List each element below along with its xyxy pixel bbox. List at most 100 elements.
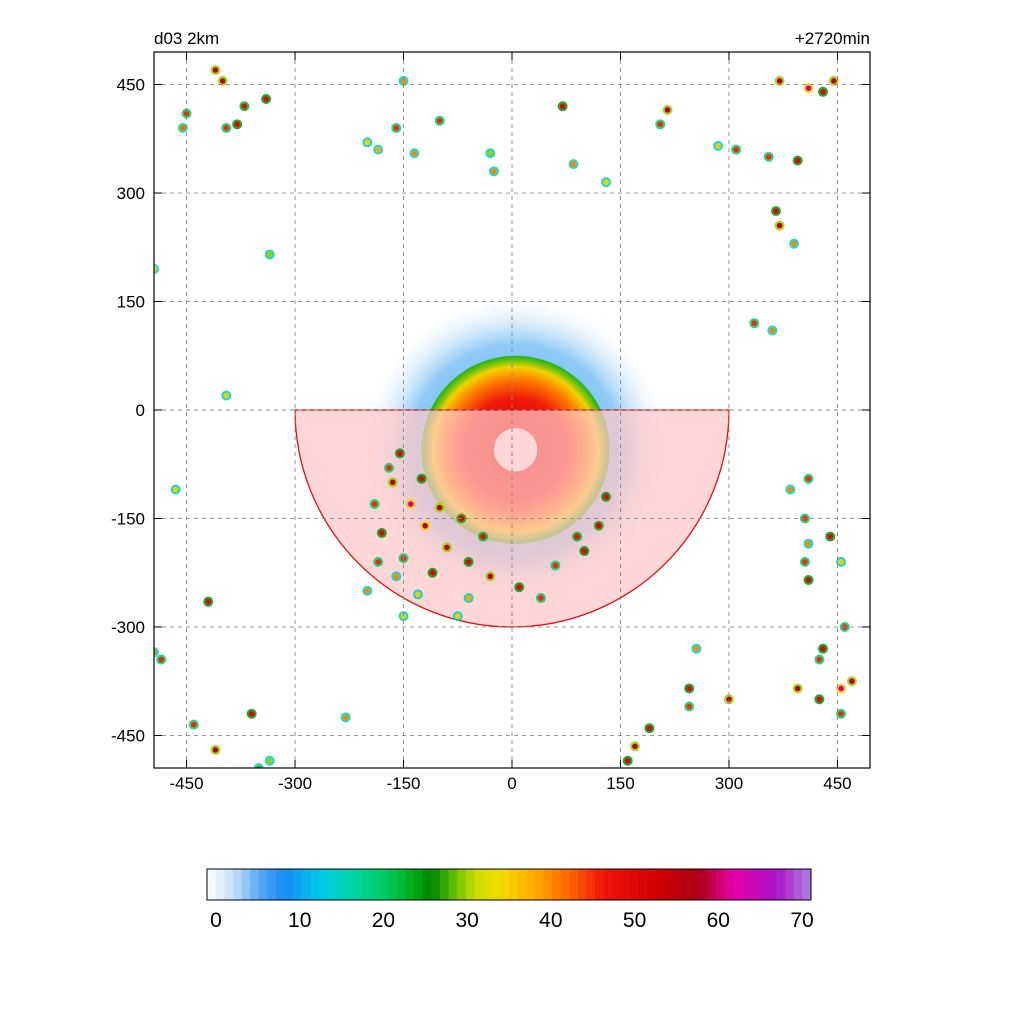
convective-cell-core bbox=[172, 486, 179, 493]
convective-cell-core bbox=[487, 573, 494, 580]
convective-cell-core bbox=[444, 544, 450, 551]
x-tick-label: 150 bbox=[606, 774, 634, 793]
convective-cell-core bbox=[603, 179, 609, 185]
colorbar-swatch bbox=[759, 869, 769, 900]
convective-cell-core bbox=[776, 78, 783, 84]
colorbar-swatch bbox=[431, 869, 441, 900]
colorbar-swatch bbox=[767, 869, 778, 900]
colorbar-swatch bbox=[543, 869, 553, 900]
convective-cell-core bbox=[234, 121, 240, 128]
y-tick-label: 0 bbox=[136, 401, 145, 420]
colorbar-swatch bbox=[345, 869, 355, 900]
convective-cell-core bbox=[436, 117, 443, 124]
domain-resolution-label: d03 2km bbox=[154, 29, 219, 48]
colorbar-swatch bbox=[595, 869, 605, 900]
colorbar-tick-label: 20 bbox=[372, 909, 395, 932]
convective-cell-core bbox=[733, 146, 740, 153]
colorbar-swatch bbox=[414, 869, 424, 900]
convective-cell-core bbox=[686, 685, 692, 692]
convective-cell-core bbox=[248, 710, 255, 717]
convective-cell-core bbox=[212, 747, 219, 753]
convective-cell-core bbox=[595, 522, 602, 529]
colorbar-swatch bbox=[612, 869, 622, 900]
convective-cell-core bbox=[263, 96, 269, 102]
convective-cell-core bbox=[375, 559, 382, 565]
axes: -450 -300 -150 0 150 300 450 450 300 150 0 -150 -300… bbox=[111, 52, 870, 793]
convective-cell-core bbox=[411, 150, 418, 157]
convective-cell-core bbox=[751, 320, 758, 327]
y-tick-label: -450 bbox=[111, 726, 145, 745]
y-tick-label: 450 bbox=[117, 76, 145, 95]
colorbar-swatch bbox=[483, 869, 493, 900]
colorbar-tick-label: 50 bbox=[623, 909, 646, 932]
x-tick-label: -150 bbox=[386, 774, 420, 793]
colorbar-swatch bbox=[465, 869, 476, 900]
convective-cell-core bbox=[158, 656, 165, 663]
convective-cell-core bbox=[154, 266, 157, 272]
convective-cell-core bbox=[715, 143, 721, 149]
colorbar-swatch bbox=[526, 869, 536, 900]
colorbar-swatch bbox=[284, 869, 294, 900]
colorbar: 0 10 20 30 40 50 60 70 bbox=[206, 868, 814, 932]
convective-cell-core bbox=[838, 559, 844, 565]
x-tick-label: 0 bbox=[507, 774, 516, 793]
convective-cell-core bbox=[219, 78, 226, 84]
convective-cell-core bbox=[516, 584, 523, 590]
colorbar-swatch bbox=[232, 869, 243, 900]
convective-cell-core bbox=[820, 645, 826, 652]
convective-cell-core bbox=[805, 475, 812, 482]
convective-cell-core bbox=[765, 154, 772, 160]
colorbar-swatch bbox=[707, 869, 717, 900]
colorbar-swatch bbox=[258, 869, 268, 900]
convective-cell-core bbox=[418, 475, 425, 482]
convective-cell-core bbox=[393, 573, 400, 580]
convective-cell-core bbox=[538, 595, 544, 601]
colorbar-swatch bbox=[534, 869, 545, 900]
colorbar-swatch bbox=[509, 869, 519, 900]
convective-cell-core bbox=[454, 613, 461, 619]
colorbar-swatch bbox=[319, 869, 329, 900]
convective-cell-core bbox=[802, 559, 808, 565]
convective-cell-core bbox=[266, 757, 273, 764]
convective-cell-core bbox=[491, 168, 497, 175]
convective-cell-core bbox=[212, 67, 219, 73]
colorbar-swatch bbox=[362, 869, 372, 900]
colorbar-swatch bbox=[405, 869, 415, 900]
colorbar-swatch bbox=[690, 869, 700, 900]
convective-cell-core bbox=[364, 588, 371, 594]
convective-cell-core bbox=[205, 598, 212, 605]
colorbar-swatch bbox=[241, 869, 251, 900]
colorbar-swatch bbox=[776, 869, 786, 900]
colorbar-swatch bbox=[681, 869, 691, 900]
convective-cell-core bbox=[794, 157, 801, 164]
convective-cell-core bbox=[805, 85, 812, 91]
colorbar-swatch bbox=[647, 869, 657, 900]
convective-cell-core bbox=[400, 78, 407, 84]
colorbar-swatch bbox=[207, 869, 217, 900]
convective-cell-core bbox=[787, 486, 794, 493]
colorbar-tick-label: 60 bbox=[707, 909, 730, 932]
colorbar-swatch bbox=[215, 869, 225, 900]
colorbar-swatch bbox=[638, 869, 648, 900]
colorbar-swatch bbox=[586, 869, 596, 900]
convective-cell-core bbox=[686, 703, 692, 710]
convective-cell-core bbox=[574, 533, 580, 540]
convective-cell-core bbox=[820, 88, 826, 95]
colorbar-tick-label: 0 bbox=[210, 909, 222, 932]
convective-cell-core bbox=[816, 696, 823, 703]
x-tick-label: -300 bbox=[278, 774, 312, 793]
convective-cell-core bbox=[436, 504, 443, 511]
convective-cell-core bbox=[603, 493, 609, 500]
convective-cell-core bbox=[180, 125, 186, 131]
colorbar-swatch bbox=[474, 869, 484, 900]
convective-cell-core bbox=[838, 685, 844, 692]
convective-cell-core bbox=[183, 110, 190, 117]
convective-cell-core bbox=[422, 522, 429, 529]
convective-cell-core bbox=[664, 107, 671, 113]
convective-cell-core bbox=[769, 327, 776, 334]
colorbar-swatch bbox=[733, 869, 743, 900]
convective-cell-core bbox=[791, 240, 797, 247]
y-tick-label: -300 bbox=[111, 618, 145, 637]
convective-cell-core bbox=[773, 208, 779, 214]
colorbar-swatch bbox=[672, 869, 683, 900]
